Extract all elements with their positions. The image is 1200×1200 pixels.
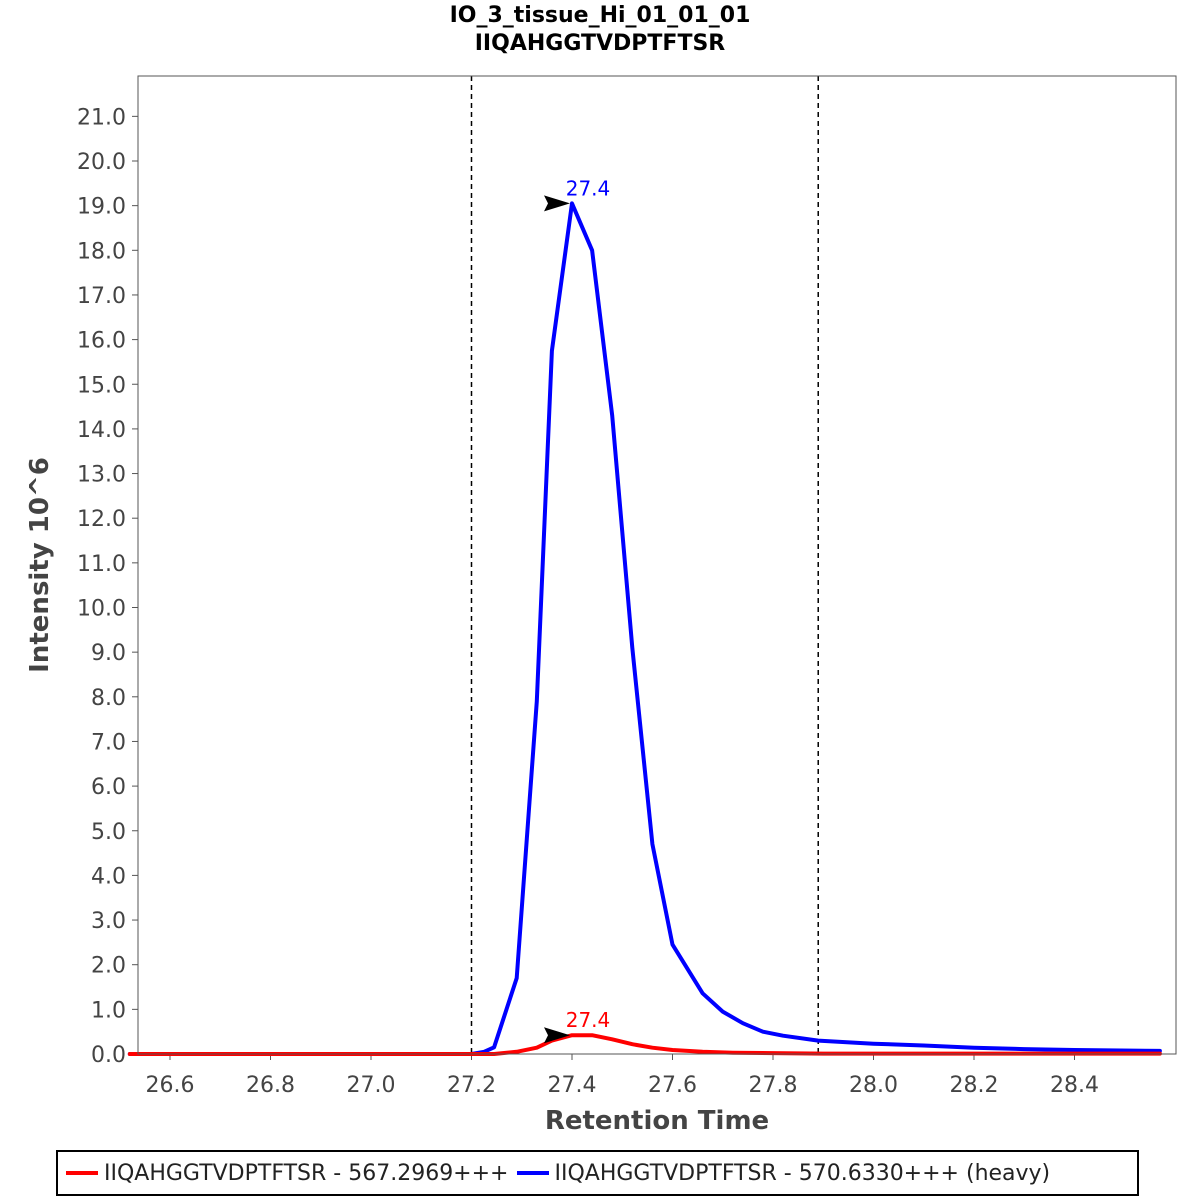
series-line-heavy: [127, 201, 1162, 1056]
x-tick-label: 28.0: [849, 1073, 898, 1098]
chart-title: IO_3_tissue_Hi_01_01_01: [449, 3, 751, 28]
y-tick-label: 15.0: [77, 373, 126, 398]
y-tick-label: 19.0: [77, 195, 126, 220]
y-tick-label: 14.0: [77, 418, 126, 443]
x-tick-label: 26.6: [146, 1073, 195, 1098]
y-tick-label: 13.0: [77, 463, 126, 488]
legend-item-light: IIQAHGGTVDPTFTSR - 567.2969+++: [66, 1161, 509, 1186]
chart-subtitle: IIQAHGGTVDPTFTSR: [474, 31, 726, 56]
y-tick-label: 10.0: [77, 597, 126, 622]
x-axis-ticks: 26.6 26.8 27.0 27.2 27.4 27.6 27.8 28.0 28.2 28.4: [146, 1054, 1099, 1098]
y-tick-label: 8.0: [91, 686, 126, 711]
y-tick-label: 17.0: [77, 284, 126, 309]
series-line-light: [127, 1033, 1162, 1056]
y-tick-label: 12.0: [77, 507, 126, 532]
x-tick-label: 28.4: [1050, 1073, 1099, 1098]
peak-arrow-icon: [544, 1027, 570, 1044]
y-axis-ticks: 0.0 1.0 2.0 3.0 4.0 5.0 6.0 7.0 8.0 9.0 10.0 11.0 12…: [77, 105, 138, 1068]
x-tick-label: 26.8: [246, 1073, 295, 1098]
x-tick-label: 27.2: [447, 1073, 496, 1098]
y-tick-label: 7.0: [91, 730, 126, 755]
y-tick-label: 6.0: [91, 775, 126, 800]
peak-label: 27.4: [566, 176, 611, 200]
x-tick-label: 27.4: [548, 1073, 597, 1098]
series-lines: [127, 201, 1162, 1056]
peak-arrow-icon: [544, 195, 570, 212]
peak-boundaries: [470, 76, 819, 1054]
plot-area-frame: [137, 75, 1177, 1055]
x-tick-label: 27.6: [648, 1073, 697, 1098]
y-tick-label: 0.0: [91, 1043, 126, 1068]
y-tick-label: 16.0: [77, 329, 126, 354]
y-tick-label: 4.0: [91, 864, 126, 889]
y-tick-label: 1.0: [91, 998, 126, 1023]
x-axis-label: Retention Time: [545, 1106, 769, 1136]
x-tick-label: 27.8: [749, 1073, 798, 1098]
y-tick-label: 2.0: [91, 954, 126, 979]
legend-label-light: IIQAHGGTVDPTFTSR - 567.2969+++: [104, 1160, 509, 1186]
legend-label-heavy: IIQAHGGTVDPTFTSR - 570.6330+++ (heavy): [554, 1160, 1051, 1186]
y-tick-label: 9.0: [91, 641, 126, 666]
peak-annotations: 27.4 27.4: [544, 176, 611, 1044]
y-tick-label: 5.0: [91, 820, 126, 845]
x-tick-label: 28.2: [950, 1073, 999, 1098]
peak-label: 27.4: [566, 1008, 611, 1032]
y-tick-label: 21.0: [77, 105, 126, 130]
chart-legend: IIQAHGGTVDPTFTSR - 567.2969+++ IIQAHGGTV…: [56, 1150, 1139, 1196]
y-axis-label: Intensity 10^6: [25, 457, 55, 673]
legend-swatch-light: [66, 1171, 98, 1175]
x-tick-label: 27.0: [347, 1073, 396, 1098]
y-tick-label: 3.0: [91, 909, 126, 934]
legend-item-heavy: IIQAHGGTVDPTFTSR - 570.6330+++ (heavy): [516, 1160, 1051, 1186]
y-tick-label: 20.0: [77, 150, 126, 175]
y-tick-label: 11.0: [77, 552, 126, 577]
legend-swatch-heavy: [516, 1171, 549, 1175]
y-tick-label: 18.0: [77, 239, 126, 264]
